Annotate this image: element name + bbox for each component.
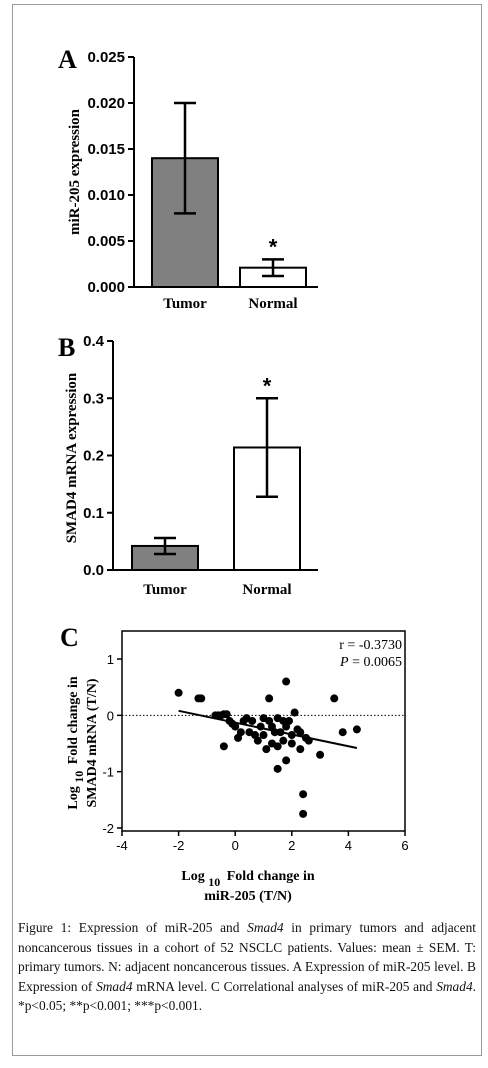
panel-c-data-point [259,731,268,740]
caption-smad4-1: Smad4 [247,920,284,935]
panel-c-data-point [296,728,305,737]
panel-c-data-point [287,731,296,740]
panel-c-ytick-label: 0 [107,708,114,723]
panel-a-ytick-label: 0.020 [87,95,125,112]
caption-text-3: mRNA level. C Correlational analyses of … [132,978,437,994]
panel-c-data-point [265,694,274,703]
panel-b-chart: B SMAD4 mRNA expression 0.0 0.1 0.2 0.3 0.4 T… [58,333,318,598]
panel-c-ytick-label: 1 [107,652,114,667]
panel-c-data-point [330,694,339,703]
panel-c-data-point [262,745,271,754]
panel-b-ytick-label: 0.2 [83,448,104,465]
panel-c-data-point [287,739,296,748]
panel-c-data-point [304,736,313,745]
panel-a-label: A [58,45,77,74]
panel-c-data-point [276,728,285,737]
panel-c-chart: C Log 10 Fold change in SMAD4 mRNA (T/N)… [60,623,409,904]
figure-caption: Figure 1: Expression of miR-205 and Smad… [18,918,476,1016]
panel-c-data-point [290,708,299,717]
panel-c-data-point [273,764,282,773]
panel-c-plot-frame [121,630,406,832]
panel-a-ytick-label: 0.005 [87,233,125,250]
panel-b-label: B [58,333,75,362]
panel-c-xtick-label: 4 [345,838,352,853]
panel-a-category-label: Tumor [163,296,207,312]
panel-b-ytick-label: 0.3 [83,390,104,407]
panel-a-ylabel: miR-205 expression [67,108,83,235]
panel-c-xlabel-line2: miR-205 (T/N) [204,889,292,904]
panel-c-data-point [270,728,279,737]
panel-c-data-point [231,722,240,731]
panel-c-data-point [236,728,245,737]
panel-a-significance-star: * [269,234,278,259]
panel-a-ytick-label: 0.010 [87,187,125,204]
panel-c-data-point [338,728,347,737]
panel-c-ylabel: Log 10 Fold change in SMAD4 mRNA (T/N) [66,676,100,809]
panel-c-ytick-label: -1 [102,765,114,780]
panel-a-chart: A miR-205 expression 0.000 0.005 0.010 0.01… [58,45,318,312]
svg-text:SMAD4 mRNA (T/N): SMAD4 mRNA (T/N) [85,678,100,807]
panel-b-significance-star: * [263,373,272,398]
panel-c-xtick-label: -4 [116,838,128,853]
caption-text-1: Expression of miR-205 and [71,920,248,935]
panel-b-category-label: Normal [242,582,291,598]
caption-smad4-3: Smad4 [436,978,473,994]
panel-c-data-point [197,694,206,703]
panel-c-data-point [296,745,305,754]
figure-frame [12,4,482,1056]
svg-text:Log 10 Fold change: Log 10 Fold change in [66,676,87,809]
panel-c-data-point [316,750,325,759]
caption-text-2: in primary tumors and adjacent noncancer… [18,920,476,994]
panel-c-data-point [256,722,265,731]
panel-c-data-point [248,716,257,725]
panel-b-ytick-label: 0.0 [83,562,104,579]
panel-c-xtick-label: 6 [401,838,408,853]
panel-c-data-point [219,742,228,751]
panel-b-ytick-label: 0.1 [83,505,104,522]
panel-b-ylabel: SMAD4 mRNA expression [64,372,80,543]
caption-smad4-2: Smad4 [96,978,133,994]
panel-c-data-point [279,736,288,745]
panel-a-category-label: Normal [248,296,297,312]
panel-c-data-point [253,736,262,745]
panel-c-regression-line [178,709,358,749]
panel-c-data-point [174,688,183,697]
panel-c-data-point [273,742,282,751]
panel-c-label: C [60,623,79,652]
panel-a-bar-tumor [151,157,219,288]
panel-c-ytick-label: -2 [102,821,114,836]
panel-c-data-point [282,677,291,686]
panel-c-stat-p: P = 0.0065 [339,655,402,670]
panel-c-xtick-label: 2 [288,838,295,853]
panel-c-data-point [299,790,308,799]
panel-a-ytick-label: 0.000 [87,279,125,296]
panel-a-ytick-label: 0.015 [87,141,125,158]
panel-c-data-point [282,756,291,765]
panel-a-ytick-label: 0.025 [87,49,125,66]
panel-c-xtick-label: 0 [232,838,239,853]
panel-c-data-point [299,809,308,818]
panel-c-data-point [352,725,361,734]
panel-b-ytick-label: 0.4 [83,333,105,350]
panel-b-category-label: Tumor [143,582,187,598]
panel-c-data-point [284,716,293,725]
panel-c-xtick-label: -2 [173,838,185,853]
panel-c-stat-r: r = -0.3730 [339,638,402,653]
panel-c-xlabel-line1: Log 10 Fold change in [181,869,314,890]
panel-c-data-point [222,710,231,719]
caption-text-4: . *p<0.05; **p<0.001; ***p<0.001. [18,978,476,1014]
caption-label: Figure 1: [18,920,72,935]
